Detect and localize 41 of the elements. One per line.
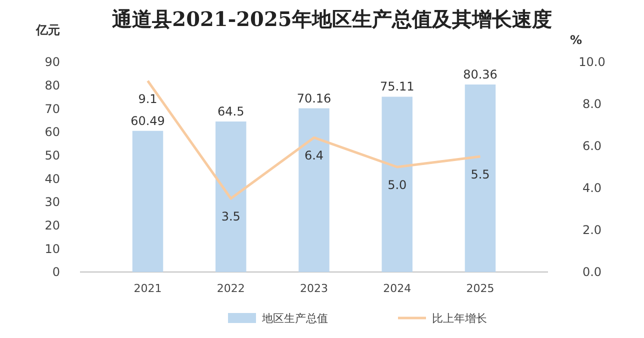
y-tick-label: 60 (44, 125, 60, 140)
data-label: 5.0 (388, 178, 407, 192)
y-tick-label: 80 (44, 78, 60, 93)
bar (215, 122, 246, 272)
x-tick-label: 2023 (300, 282, 328, 295)
y2-tick-label: 2.0 (582, 223, 602, 238)
data-label: 64.5 (218, 104, 244, 118)
bar (464, 84, 496, 272)
legend-label: 比上年增长 (432, 312, 487, 325)
x-tick-label: 2021 (134, 282, 162, 295)
data-label: 6.4 (304, 148, 324, 163)
y-tick-label: 0 (52, 265, 60, 280)
y-tick-label: 70 (44, 102, 60, 116)
legend-label: 地区生产总值 (261, 312, 328, 325)
data-label: 60.49 (130, 114, 165, 128)
x-tick-label: 2025 (466, 282, 494, 295)
bar (132, 130, 164, 272)
data-label: 5.5 (470, 168, 490, 182)
data-label: 70.16 (296, 91, 332, 106)
chart-title: 通道县2021-2025年地区生产总值及其增长速度 (111, 7, 552, 31)
y2-tick-label: 6.0 (582, 139, 602, 154)
y2-tick-label: 10.0 (578, 55, 606, 70)
data-label: 9.1 (138, 92, 158, 106)
y-tick-label: 10 (44, 242, 60, 256)
x-tick-label: 2024 (383, 282, 412, 295)
y-tick-label: 90 (44, 55, 60, 70)
data-label: 75.11 (380, 80, 414, 94)
y2-axis-title: % (570, 33, 582, 47)
y-tick-label: 40 (44, 172, 60, 186)
y2-tick-label: 4.0 (582, 181, 602, 196)
data-label: 80.36 (463, 67, 498, 82)
y2-tick-label: 0.0 (582, 265, 602, 280)
y2-tick-label: 8.0 (582, 97, 602, 112)
y-tick-label: 20 (44, 218, 60, 233)
bar (382, 96, 413, 272)
x-tick-label: 2022 (216, 282, 245, 295)
y-tick-label: 30 (44, 195, 60, 210)
bar (298, 108, 330, 272)
y-axis-title: 亿元 (35, 23, 60, 37)
data-label: 3.5 (221, 210, 240, 224)
y-tick-label: 50 (44, 148, 60, 163)
